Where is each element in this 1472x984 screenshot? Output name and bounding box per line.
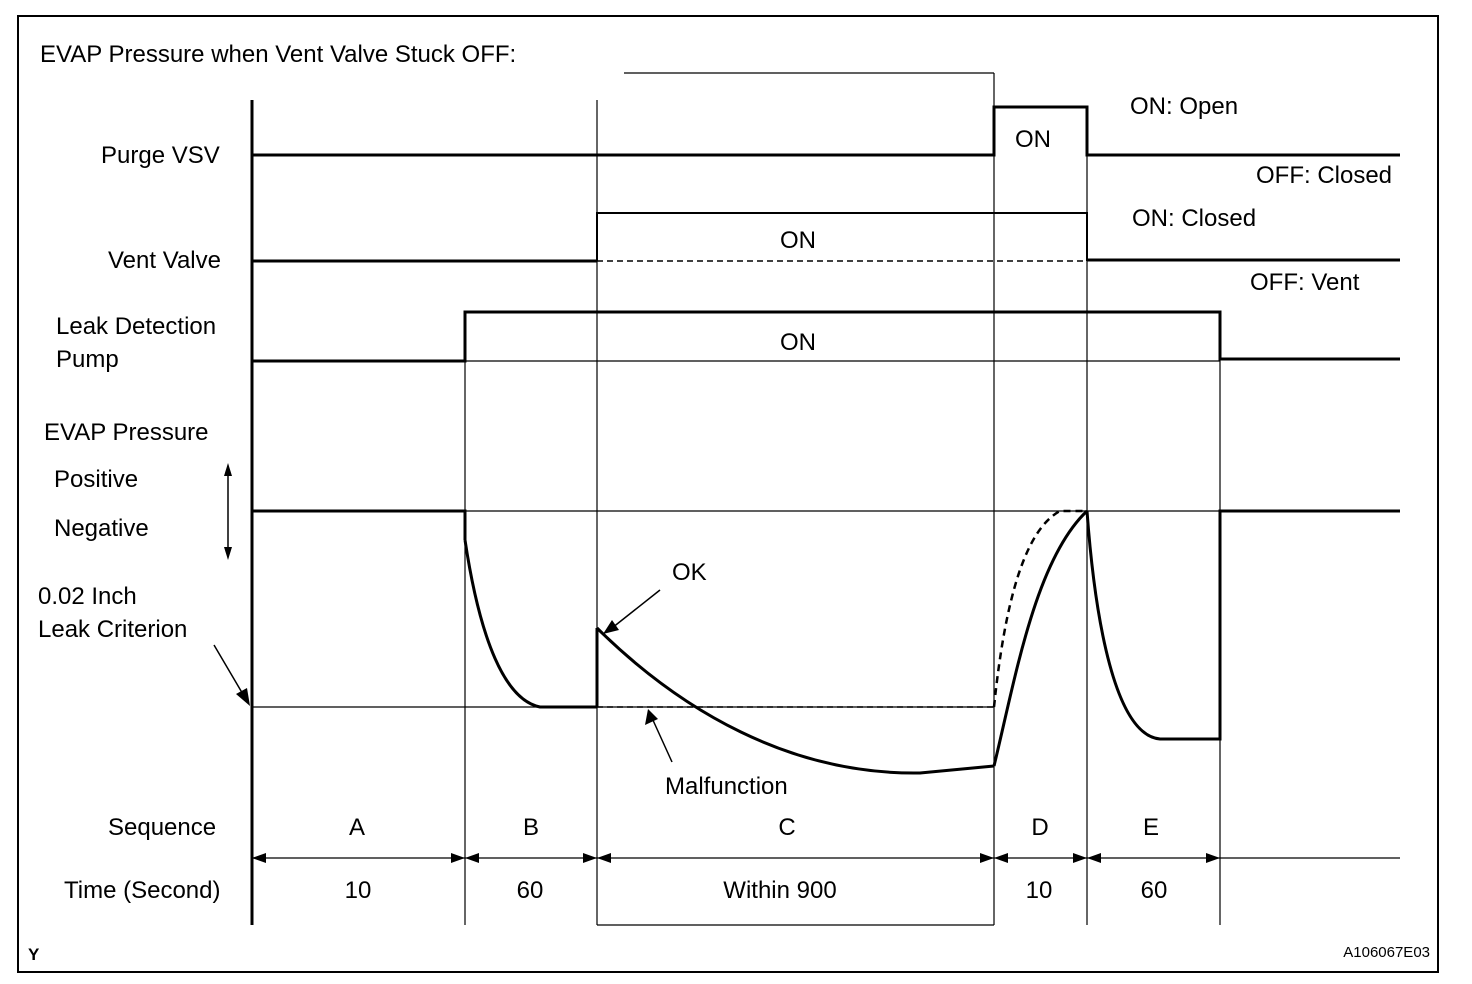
sequence-e: E <box>1143 814 1159 841</box>
vent-valve-on-label: ON <box>780 227 816 254</box>
leak-pump-signal <box>252 310 1400 363</box>
leak-criterion-label-line1: 0.02 Inch <box>38 583 137 610</box>
leak-criterion-label-line2: Leak Criterion <box>38 616 187 643</box>
malfunction-label: Malfunction <box>665 773 788 800</box>
ok-arrow-icon <box>603 589 661 634</box>
malfunction-arrow-icon <box>645 709 673 763</box>
negative-label: Negative <box>54 515 149 542</box>
time-d: 10 <box>1026 877 1053 904</box>
time-label: Time (Second) <box>64 877 221 904</box>
purge-vsv-on-state: ON: Open <box>1130 93 1238 120</box>
pressure-direction-arrow-icon <box>224 463 232 560</box>
ok-label: OK <box>672 559 707 586</box>
footer-mark: Y <box>28 945 40 964</box>
figure-code: A106067E03 <box>1343 944 1430 961</box>
vent-valve-on-state: ON: Closed <box>1132 205 1256 232</box>
sequence-label: Sequence <box>108 814 216 841</box>
sequence-a: A <box>349 814 365 841</box>
vent-valve-on-pulse <box>596 212 1088 261</box>
time-c: Within 900 <box>723 877 836 904</box>
positive-label: Positive <box>54 466 138 493</box>
sequence-b: B <box>523 814 539 841</box>
evap-pressure-label: EVAP Pressure <box>44 419 209 446</box>
purge-vsv-off-state: OFF: Closed <box>1256 162 1392 189</box>
time-b: 60 <box>517 877 544 904</box>
pressure-curve-b <box>463 539 597 709</box>
leak-pump-label-line2: Pump <box>56 346 119 373</box>
vent-valve-label: Vent Valve <box>108 247 221 274</box>
sequence-d: D <box>1031 814 1048 841</box>
diagram-title: EVAP Pressure when Vent Valve Stuck OFF: <box>40 41 516 68</box>
purge-vsv-label: Purge VSV <box>101 142 220 169</box>
pressure-curve-e <box>1085 509 1400 741</box>
pressure-curve-d <box>992 509 1089 767</box>
pressure-curve-c-ok <box>595 626 995 775</box>
sequence-c: C <box>778 814 795 841</box>
diagram-frame <box>17 15 1439 973</box>
dimension-arrow-icons <box>252 853 1220 863</box>
pressure-curve-d-malfunction <box>992 509 1087 708</box>
vent-valve-off-state: OFF: Vent <box>1250 269 1360 296</box>
time-e: 60 <box>1141 877 1168 904</box>
purge-vsv-signal <box>252 105 1400 157</box>
pressure-curve-a <box>252 509 467 540</box>
time-a: 10 <box>345 877 372 904</box>
leak-pump-on-label: ON <box>780 329 816 356</box>
leak-criterion-arrow-icon <box>213 644 250 706</box>
leak-pump-label-line1: Leak Detection <box>56 313 216 340</box>
purge-vsv-on-label: ON <box>1015 126 1051 153</box>
